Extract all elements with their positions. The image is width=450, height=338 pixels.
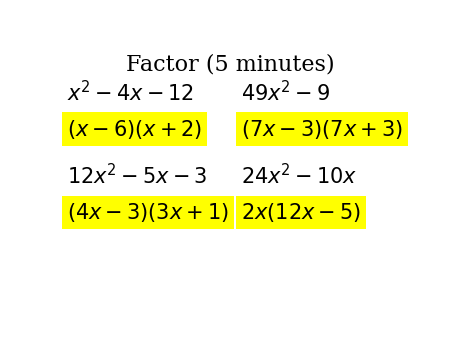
Text: $49x^2 - 9$: $49x^2 - 9$ [241,80,330,105]
Text: $(4x-3)(3x+1)$: $(4x-3)(3x+1)$ [67,201,229,224]
Text: $(7x-3)(7x+3)$: $(7x-3)(7x+3)$ [241,118,403,141]
Text: Factor (5 minutes): Factor (5 minutes) [126,54,335,76]
Text: $12x^2 - 5x - 3$: $12x^2 - 5x - 3$ [67,163,207,189]
Text: $24x^2 - 10x$: $24x^2 - 10x$ [241,163,358,189]
Text: $2x(12x-5)$: $2x(12x-5)$ [241,201,361,224]
Text: $x^2 - 4x - 12$: $x^2 - 4x - 12$ [67,80,194,105]
Text: $(x-6)(x+2)$: $(x-6)(x+2)$ [67,118,202,141]
